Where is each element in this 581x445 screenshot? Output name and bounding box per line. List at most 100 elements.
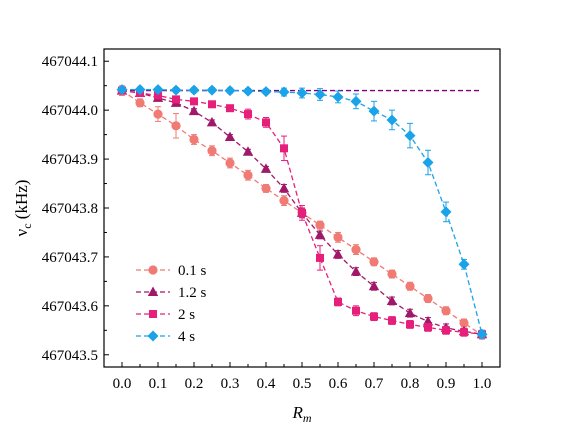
legend-marker: [148, 265, 158, 275]
data-point: [442, 326, 450, 335]
data-point: [332, 248, 344, 259]
data-point: [116, 84, 128, 96]
x-tick-label: 1.0: [473, 376, 492, 392]
data-point: [405, 281, 415, 291]
data-point: [262, 118, 270, 127]
data-point: [404, 130, 416, 142]
y-tick-label: 467043.8: [42, 201, 98, 217]
data-point: [388, 316, 396, 325]
data-point: [296, 87, 308, 99]
data-point: [224, 131, 236, 142]
data-point: [135, 98, 145, 108]
x-tick-label: 0.3: [221, 376, 240, 392]
x-axis-title: Rm: [291, 403, 311, 425]
data-point: [154, 91, 162, 100]
y-tick-label: 467043.7: [42, 250, 99, 266]
legend-item: 2 s: [136, 307, 195, 323]
data-point: [206, 116, 218, 127]
x-tick-label: 0.5: [293, 376, 312, 392]
series-line: [121, 89, 483, 335]
data-point: [278, 86, 290, 98]
data-point: [224, 85, 236, 97]
data-point: [370, 312, 378, 321]
data-point: [170, 84, 182, 96]
data-point: [188, 105, 200, 116]
data-point: [279, 196, 289, 206]
data-point: [424, 323, 432, 332]
data-point: [368, 280, 380, 291]
x-tick-label: 0.1: [149, 376, 168, 392]
legend: 0.1 s 1.2 s 2 s 4 s: [136, 263, 207, 345]
y-tick-label: 467043.6: [42, 299, 99, 315]
tick-layer: 0.0 0.1 0.2 0.3 0.4 0.5 0.6 0.7 0.8 0.9 1.0 467043.…: [42, 54, 492, 392]
data-point: [172, 95, 180, 104]
data-point: [207, 146, 217, 156]
data-point: [458, 258, 470, 270]
data-point: [315, 220, 325, 230]
data-point: [189, 134, 199, 145]
y-tick-label: 467044.1: [42, 54, 98, 70]
data-point: [298, 208, 306, 217]
legend-item: 0.1 s: [136, 263, 207, 279]
data-point: [387, 269, 397, 279]
data-point: [369, 257, 379, 267]
x-tick-label: 0.9: [437, 376, 456, 392]
data-point: [352, 306, 360, 315]
data-point: [226, 104, 234, 113]
data-point: [278, 182, 290, 193]
data-point: [280, 144, 288, 153]
x-tick-label: 0.0: [113, 376, 132, 392]
data-point: [260, 86, 272, 98]
data-point: [441, 306, 451, 316]
data-point: [261, 183, 271, 194]
axis-title-layer: Rm νc (kHz): [12, 180, 312, 425]
data-point: [386, 295, 398, 305]
data-point: [134, 84, 146, 96]
data-point: [243, 170, 253, 180]
data-point: [152, 84, 164, 96]
data-point: [208, 100, 216, 109]
series-layer: [116, 84, 488, 340]
legend-label: 4 s: [178, 329, 195, 345]
data-point: [333, 232, 343, 242]
data-point: [171, 121, 181, 131]
y-axis-title: νc (kHz): [12, 180, 34, 237]
data-point: [406, 320, 414, 329]
data-point: [242, 85, 254, 97]
x-tick-label: 0.2: [185, 376, 204, 392]
data-point: [459, 318, 469, 328]
data-point: [386, 114, 398, 126]
data-point: [242, 146, 254, 156]
legend-label: 0.1 s: [178, 263, 207, 279]
legend-label: 1.2 s: [178, 285, 207, 301]
data-point: [350, 95, 362, 107]
data-point: [460, 328, 468, 337]
data-point: [188, 84, 200, 96]
data-point: [314, 229, 326, 239]
data-point: [206, 84, 218, 96]
legend-marker: [147, 330, 159, 342]
x-tick-label: 0.8: [401, 376, 420, 392]
legend-marker: [149, 310, 157, 318]
data-point: [350, 266, 362, 276]
data-point: [422, 157, 434, 169]
data-point: [244, 110, 252, 119]
data-point: [423, 293, 433, 304]
legend-item: 1.2 s: [136, 285, 207, 301]
data-point: [476, 328, 488, 340]
data-point: [368, 105, 380, 117]
data-point: [225, 158, 235, 168]
data-point: [153, 109, 163, 119]
y-tick-label: 467043.5: [42, 348, 98, 364]
data-point: [316, 253, 324, 262]
data-point: [351, 244, 361, 255]
y-tick-label: 467043.9: [42, 152, 98, 168]
x-tick-label: 0.6: [329, 376, 348, 392]
x-tick-label: 0.4: [257, 376, 276, 392]
y-tick-label: 467044.0: [42, 103, 98, 119]
data-point: [190, 97, 198, 106]
legend-marker: [147, 286, 159, 296]
data-point: [332, 91, 344, 103]
data-point: [404, 307, 416, 318]
x-tick-label: 0.7: [365, 376, 384, 392]
